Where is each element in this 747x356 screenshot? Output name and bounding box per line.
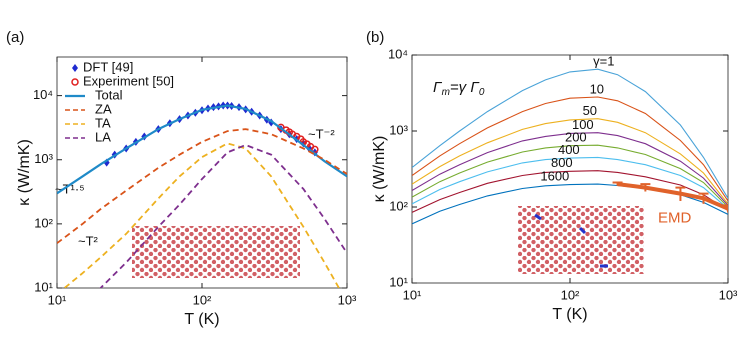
data-line (57, 128, 347, 244)
series-label: γ=1 (593, 54, 614, 69)
legend-label: TA (95, 115, 111, 130)
y-tick-label: 10¹ (389, 274, 408, 289)
series-label: EMD (658, 210, 692, 227)
y-tick-label: 10³ (34, 151, 53, 166)
data-line (412, 156, 728, 210)
data-line (412, 144, 728, 208)
data-line (99, 144, 347, 288)
annotation: ~T¹·⁵ (55, 181, 85, 196)
series-label: 200 (565, 130, 587, 145)
legend-label: LA (95, 129, 111, 144)
series-label: 1600 (540, 169, 569, 184)
y-tick-label: 10¹ (34, 279, 53, 294)
y-axis-label: κ (W/mK) (16, 139, 33, 206)
series-label: 10 (590, 81, 604, 96)
legend-label: Total (95, 87, 123, 102)
data-line (412, 68, 728, 199)
panel-label: (a) (6, 29, 24, 46)
data-line (412, 96, 728, 202)
annotation-part: 0 (479, 87, 485, 98)
data-line (412, 118, 728, 205)
x-axis-label: T (K) (552, 306, 587, 323)
annotation: ~T² (78, 233, 99, 248)
legend-label: ZA (95, 101, 112, 116)
y-tick-label: 10³ (389, 122, 408, 137)
annotation: Γm=γ Γ0 (433, 79, 485, 98)
x-tick-label: 10² (193, 292, 212, 307)
legend-marker (72, 64, 78, 72)
plot-area (412, 68, 728, 225)
inset-structure (132, 226, 300, 278)
y-tick-label: 10² (34, 215, 53, 230)
annotation: ~T⁻² (308, 126, 335, 141)
x-axis-label: T (K) (184, 311, 219, 328)
y-axis-label: κ (W/mK) (371, 136, 388, 203)
data-line (57, 104, 347, 195)
legend-marker (71, 78, 79, 86)
series-label: 800 (551, 155, 573, 170)
series-label: 50 (583, 103, 597, 118)
defect-marker (534, 213, 608, 268)
legend-label: Experiment [50] (83, 73, 174, 88)
x-tick-label: 10³ (338, 292, 357, 307)
plot-area (57, 101, 347, 288)
annotation-part: Γ (433, 79, 443, 96)
data-line (412, 170, 728, 213)
x-tick-label: 10¹ (403, 287, 422, 302)
x-tick-label: 10² (561, 287, 580, 302)
data-line (617, 182, 728, 211)
x-tick-label: 10³ (719, 287, 738, 302)
data-line (412, 132, 728, 206)
panel-label: (b) (366, 29, 384, 46)
annotation-part: =γ Γ (450, 79, 480, 96)
y-tick-label: 10² (389, 198, 408, 213)
data-line (63, 142, 340, 288)
x-tick-label: 10¹ (48, 292, 67, 307)
series-label: 400 (558, 142, 580, 157)
legend-label: DFT [49] (83, 59, 133, 74)
series-label: 100 (572, 117, 594, 132)
y-tick-label: 10⁴ (33, 87, 53, 102)
y-tick-label: 10⁴ (388, 46, 408, 61)
annotation-part: m (442, 87, 450, 98)
